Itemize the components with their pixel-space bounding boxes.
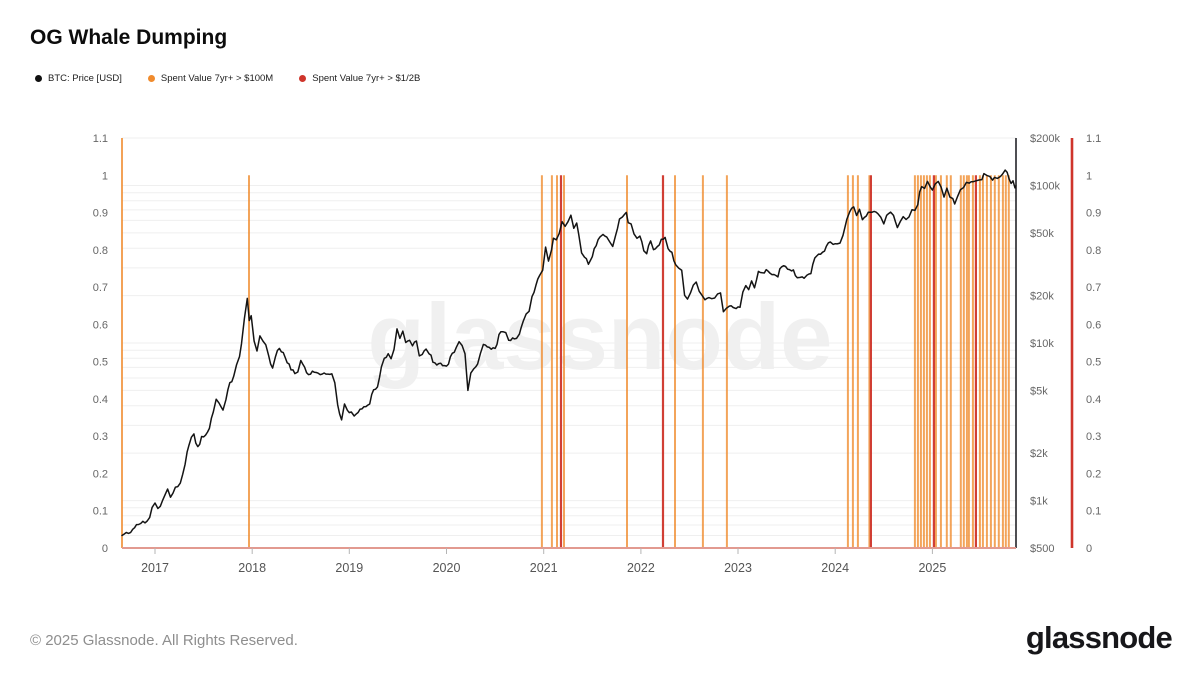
svg-text:0.5: 0.5 — [1086, 357, 1101, 369]
axes — [121, 138, 1074, 549]
svg-text:0.8: 0.8 — [93, 245, 108, 257]
svg-text:0.4: 0.4 — [1086, 394, 1101, 406]
glassnode-logo: glassnode — [1025, 620, 1173, 655]
svg-text:2022: 2022 — [627, 561, 655, 575]
svg-text:$10k: $10k — [1030, 338, 1054, 350]
legend-dot-icon — [299, 75, 307, 82]
legend-item-spent-value-100m[interactable]: Spent Value 7yr+ > $100M — [147, 73, 274, 84]
svg-text:2020: 2020 — [433, 561, 461, 575]
legend-dot-icon — [35, 75, 42, 82]
svg-text:0: 0 — [102, 543, 108, 555]
svg-text:0.4: 0.4 — [93, 394, 108, 406]
svg-text:0.2: 0.2 — [93, 469, 108, 481]
svg-text:1: 1 — [1086, 170, 1092, 182]
svg-text:0.9: 0.9 — [1086, 208, 1101, 220]
legend-item-spent-value-500m[interactable]: Spent Value 7yr+ > $1/2B — [299, 73, 420, 84]
legend: BTC: Price [USD] Spent Value 7yr+ > $100M… — [35, 73, 420, 84]
svg-text:2017: 2017 — [141, 561, 169, 575]
chart-canvas[interactable]: 2017 2018 2019 2020 2021 2022 2023 2024 2025 0 0.1… — [0, 0, 1200, 600]
svg-text:0.2: 0.2 — [1086, 469, 1101, 481]
legend-item-label: BTC: Price [USD] — [48, 73, 122, 84]
svg-text:$500: $500 — [1030, 543, 1054, 555]
legend-item-btc-price[interactable]: BTC: Price [USD] — [35, 73, 122, 84]
svg-text:2025: 2025 — [918, 561, 946, 575]
svg-text:0.7: 0.7 — [93, 282, 108, 294]
svg-text:$200k: $200k — [1030, 133, 1060, 145]
svg-text:2019: 2019 — [335, 561, 363, 575]
legend-item-label: Spent Value 7yr+ > $100M — [160, 73, 274, 84]
y-axis-left: 0 0.1 0.2 0.3 0.4 0.5 0.6 0.7 0.8 0.9 1 1.1 — [93, 133, 108, 555]
svg-text:2024: 2024 — [821, 561, 849, 575]
svg-text:0.6: 0.6 — [1086, 319, 1101, 331]
svg-text:2018: 2018 — [238, 561, 266, 575]
legend-item-label: Spent Value 7yr+ > $1/2B — [312, 73, 421, 84]
y-axis-right: 0 0.1 0.2 0.3 0.4 0.5 0.6 0.7 0.8 0.9 1 1.1 — [1086, 133, 1101, 555]
svg-text:0.3: 0.3 — [1086, 431, 1101, 443]
svg-text:1.1: 1.1 — [1086, 133, 1101, 145]
grid-lines — [122, 137, 1016, 536]
page-title: OG Whale Dumping — [30, 26, 228, 49]
svg-text:0.9: 0.9 — [93, 208, 108, 220]
svg-text:$2k: $2k — [1030, 448, 1048, 460]
svg-text:1.1: 1.1 — [93, 133, 108, 145]
svg-text:0: 0 — [1086, 543, 1092, 555]
event-lines-500m — [559, 175, 978, 548]
x-axis: 2017 2018 2019 2020 2021 2022 2023 2024 2025 — [141, 548, 946, 575]
svg-text:2021: 2021 — [530, 561, 558, 575]
svg-text:0.1: 0.1 — [1086, 506, 1101, 518]
svg-text:0.6: 0.6 — [93, 319, 108, 331]
svg-text:0.3: 0.3 — [93, 431, 108, 443]
svg-text:2023: 2023 — [724, 561, 752, 575]
svg-text:$1k: $1k — [1030, 496, 1048, 508]
copyright-text: © 2025 Glassnode. All Rights Reserved. — [30, 632, 298, 649]
y-axis-price: $200k $100k $50k $20k $10k $5k $2k $1k $500 — [1030, 133, 1060, 555]
svg-text:0.8: 0.8 — [1086, 245, 1101, 257]
svg-text:$50k: $50k — [1030, 228, 1054, 240]
svg-text:0.1: 0.1 — [93, 506, 108, 518]
event-lines-100m — [248, 175, 1010, 548]
price-line — [121, 169, 1017, 537]
svg-text:$100k: $100k — [1030, 181, 1060, 193]
svg-text:$20k: $20k — [1030, 291, 1054, 303]
legend-dot-icon — [147, 75, 155, 82]
svg-text:0.5: 0.5 — [93, 357, 108, 369]
svg-text:1: 1 — [102, 170, 108, 182]
svg-text:$5k: $5k — [1030, 385, 1048, 397]
svg-text:0.7: 0.7 — [1086, 282, 1101, 294]
